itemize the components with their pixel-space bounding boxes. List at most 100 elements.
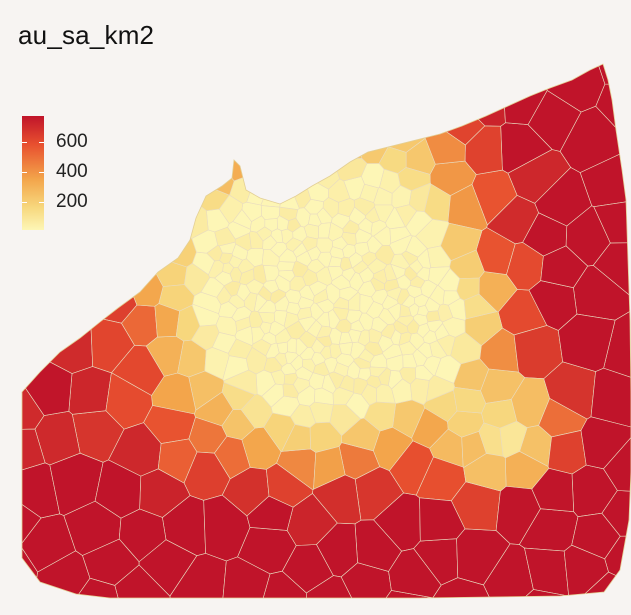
statistical-area-cell	[389, 440, 434, 496]
statistical-area-cell	[277, 113, 320, 152]
statistical-area-cell	[124, 236, 161, 278]
statistical-area-cell	[579, 148, 631, 208]
statistical-area-cell	[42, 64, 85, 124]
statistical-area-cell	[22, 272, 54, 321]
statistical-area-cell	[278, 269, 296, 283]
coastline-outline	[21, 63, 631, 599]
statistical-area-cell	[22, 64, 50, 84]
statistical-area-cell	[306, 575, 361, 598]
statistical-area-cell	[285, 289, 302, 304]
statistical-area-cell	[222, 355, 249, 382]
statistical-area-cell	[383, 64, 429, 82]
statistical-area-cell	[337, 197, 355, 218]
statistical-area-cell	[372, 268, 388, 285]
statistical-area-cell	[592, 242, 631, 298]
statistical-area-cell	[387, 303, 402, 322]
statistical-area-cell	[304, 87, 347, 128]
statistical-area-cell	[147, 64, 203, 110]
statistical-area-cell	[531, 467, 575, 513]
statistical-area-cell	[463, 293, 498, 320]
statistical-area-cell	[452, 82, 506, 127]
statistical-area-cell	[348, 328, 362, 343]
legend-tick-mark	[39, 142, 44, 143]
statistical-area-cell	[262, 279, 280, 294]
statistical-area-cell	[557, 313, 616, 372]
statistical-area-cell	[168, 171, 205, 208]
statistical-area-cell	[105, 372, 153, 430]
statistical-area-cell	[419, 497, 466, 542]
statistical-area-cell	[340, 101, 392, 139]
statistical-area-cell	[228, 255, 243, 268]
statistical-area-cell	[339, 374, 355, 393]
statistical-area-cell	[603, 436, 631, 492]
statistical-area-cell	[425, 375, 456, 402]
statistical-area-cell	[323, 356, 338, 374]
statistical-area-cell	[261, 205, 281, 220]
legend-tick-mark	[39, 202, 44, 203]
statistical-area-cell	[218, 194, 244, 224]
legend-gradient-bar	[22, 116, 44, 230]
statistical-area-cell	[371, 66, 422, 116]
statistical-area-cell	[218, 241, 237, 254]
statistical-area-cell	[527, 90, 582, 152]
statistical-area-cell	[364, 341, 384, 357]
statistical-area-cell	[463, 453, 507, 492]
statistical-area-cell	[267, 159, 293, 185]
color-legend: 600 400 200	[22, 116, 172, 236]
statistical-area-cell	[513, 325, 564, 380]
statistical-area-cell	[333, 362, 349, 377]
statistical-area-cell	[328, 222, 344, 242]
statistical-area-cell	[22, 289, 73, 354]
legend-tick-mark	[39, 172, 44, 173]
statistical-area-cell	[359, 183, 379, 203]
statistical-area-cell	[354, 241, 370, 257]
statistical-area-cell	[22, 64, 48, 115]
statistical-area-cell	[263, 412, 296, 453]
legend-tick-mark	[22, 172, 27, 173]
statistical-area-cell	[262, 235, 278, 250]
statistical-area-cell	[379, 168, 401, 194]
statistical-area-cell	[49, 207, 99, 274]
statistical-area-cell	[87, 250, 133, 287]
statistical-area-cell	[190, 139, 229, 179]
statistical-area-cell	[246, 154, 272, 187]
statistical-area-cell	[260, 184, 282, 208]
statistical-area-cell	[316, 237, 333, 253]
statistical-area-cell	[22, 195, 70, 244]
statistical-area-cell	[307, 125, 341, 163]
statistical-area-cell	[315, 266, 333, 286]
statistical-area-cell	[251, 127, 296, 165]
statistical-area-cell	[22, 428, 46, 478]
statistical-area-cell	[426, 319, 443, 333]
statistical-area-cell	[502, 64, 588, 86]
statistical-area-cell	[22, 152, 40, 204]
statistical-area-cell	[349, 271, 364, 292]
statistical-area-cell	[264, 218, 278, 232]
statistical-area-cell	[80, 74, 133, 119]
statistical-area-cell	[51, 103, 103, 152]
statistical-area-cell	[88, 213, 141, 254]
statistical-area-cell	[207, 115, 258, 156]
statistical-area-cell	[282, 383, 299, 399]
statistical-area-cell	[341, 417, 381, 452]
statistical-area-cell	[22, 109, 53, 159]
statistical-area-cell	[22, 585, 64, 598]
statistical-area-cell	[397, 80, 454, 135]
statistical-area-cell	[396, 274, 412, 290]
statistical-area-cell	[166, 105, 210, 157]
statistical-area-cell	[222, 149, 254, 182]
statistical-area-cell	[308, 213, 322, 227]
statistical-area-cell	[137, 221, 179, 264]
legend-tick-mark	[22, 142, 27, 143]
statistical-area-cell	[423, 64, 478, 93]
statistical-area-cell	[157, 438, 198, 484]
statistical-area-cell	[306, 319, 323, 339]
statistical-area-cell	[22, 197, 25, 252]
statistical-area-cell	[540, 245, 589, 289]
statistical-area-cell	[155, 147, 196, 190]
statistical-area-cell	[166, 234, 197, 268]
statistical-area-cell	[138, 539, 198, 597]
statistical-area-cell	[175, 304, 201, 342]
statistical-area-cell	[68, 366, 112, 415]
statistical-area-cell	[301, 236, 318, 252]
